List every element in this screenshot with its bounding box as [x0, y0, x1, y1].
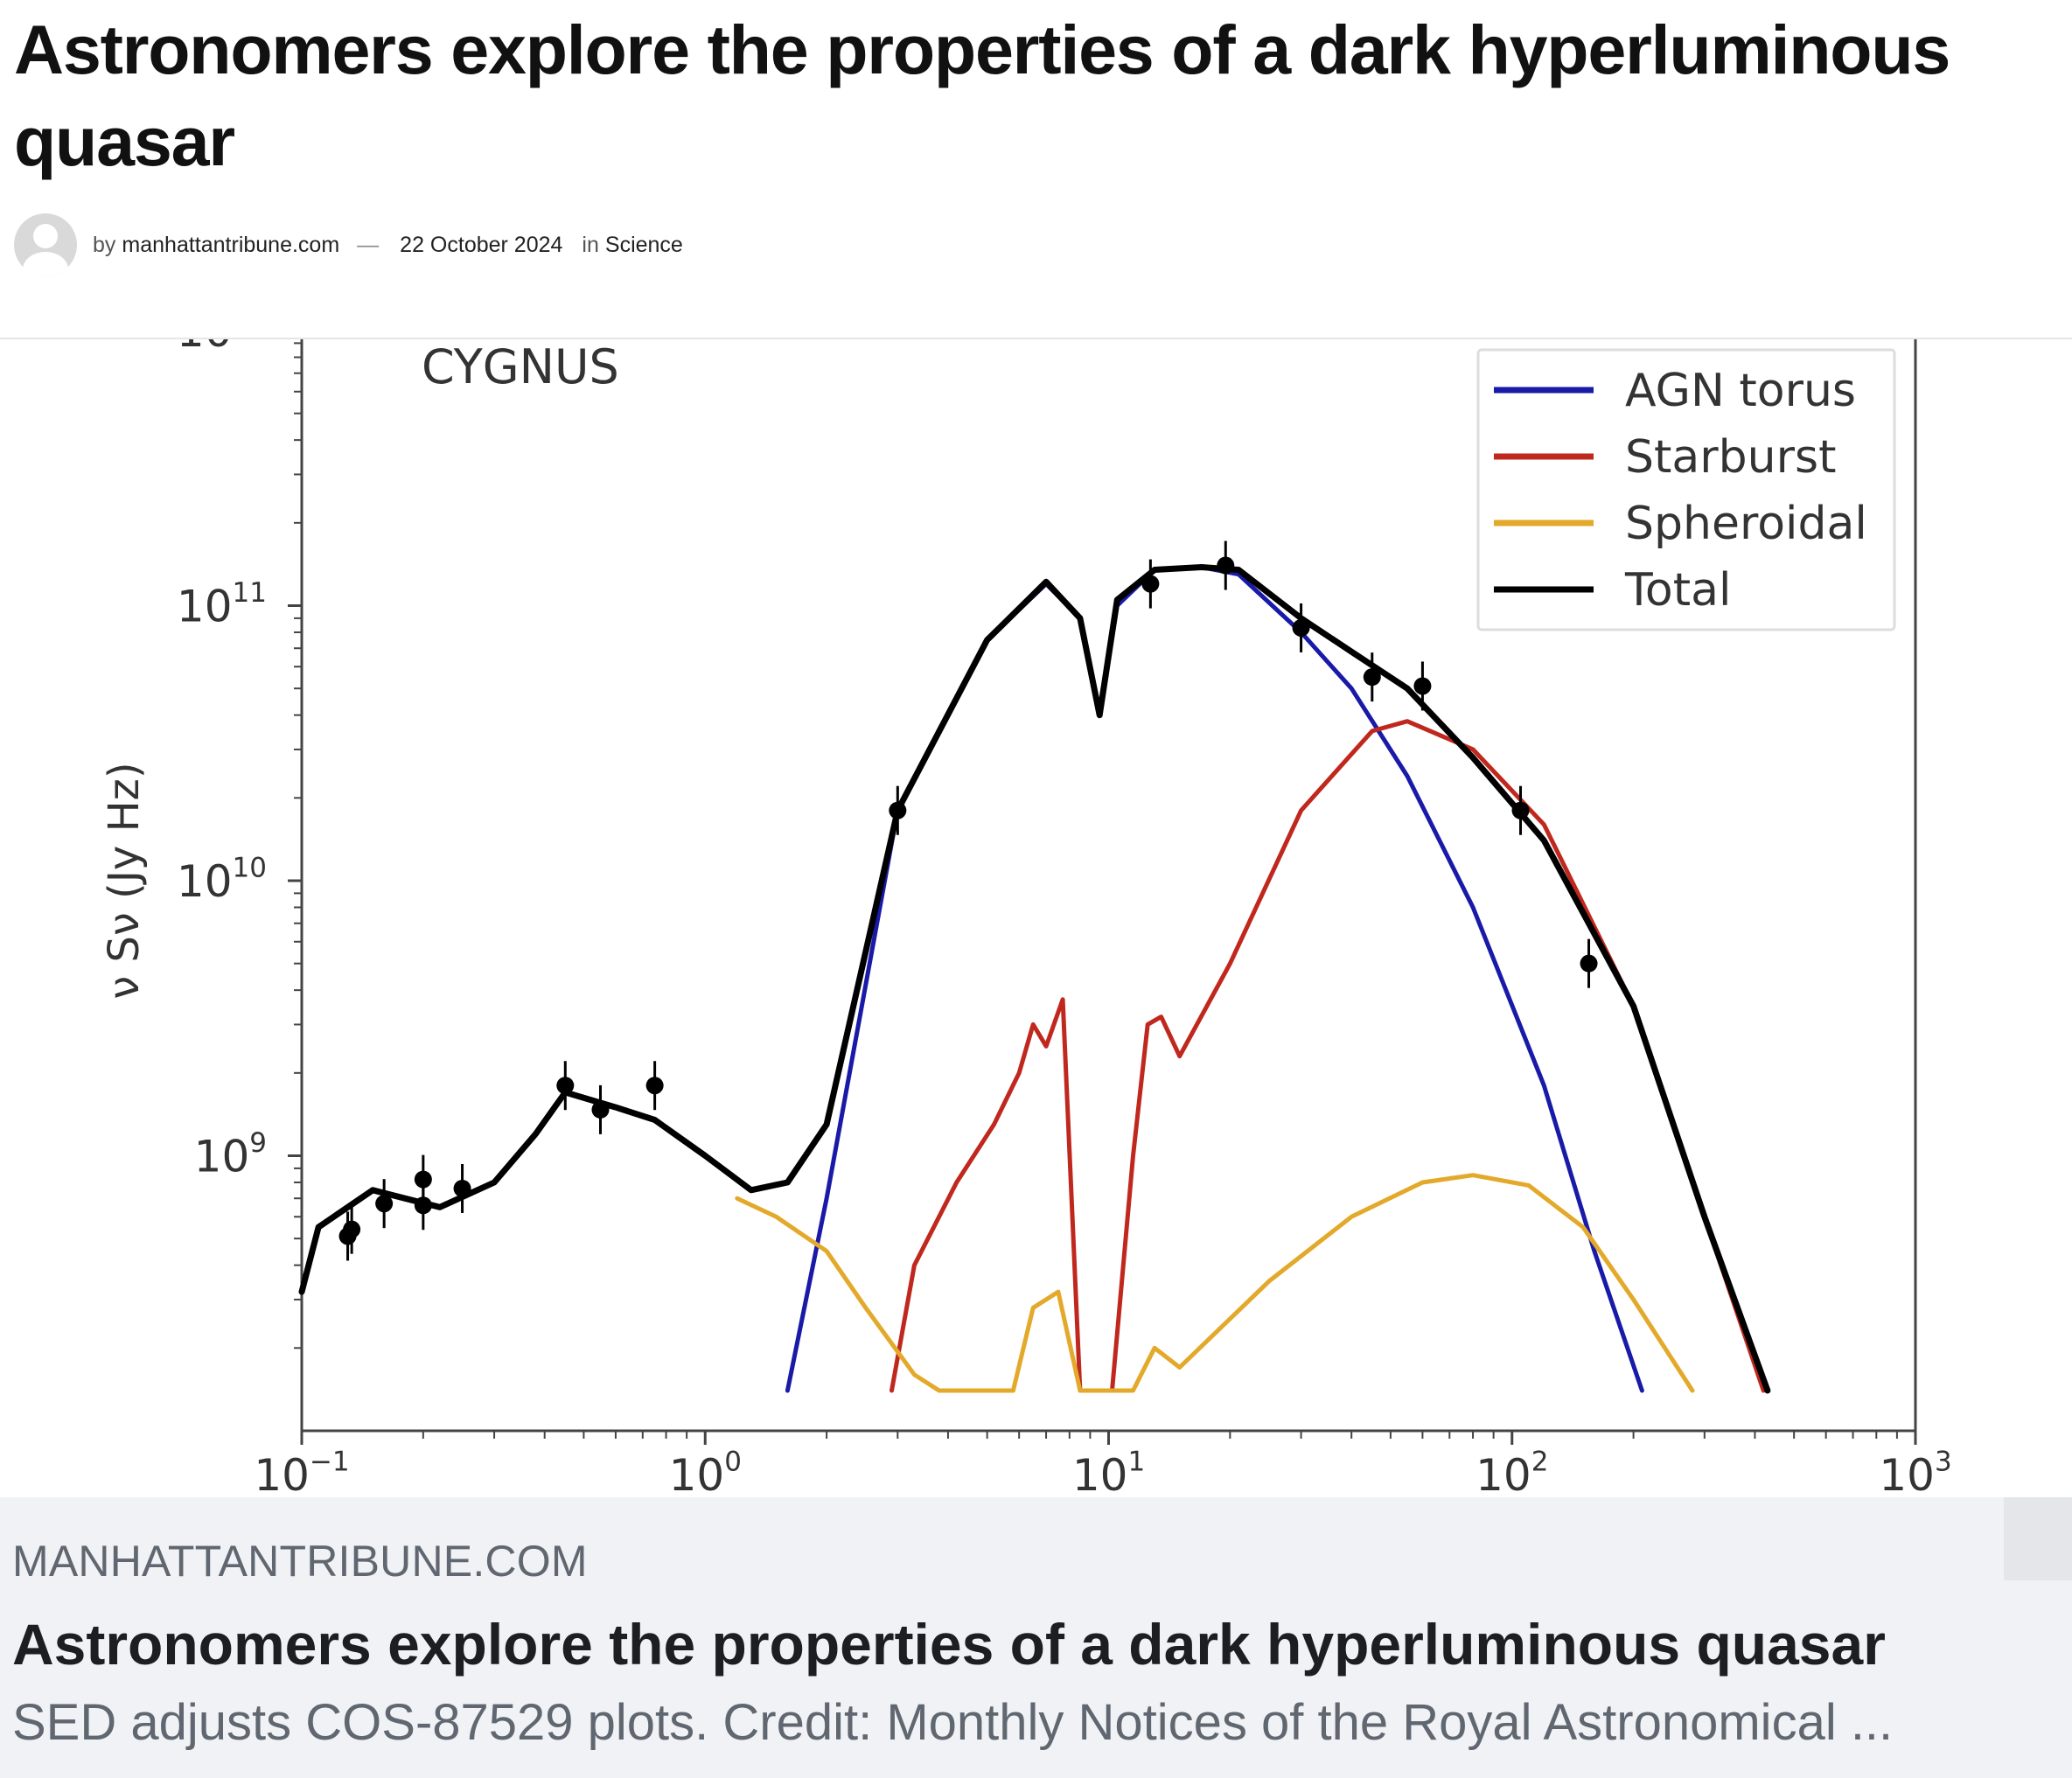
y-tick-label: 1010: [177, 853, 267, 908]
article-figure[interactable]: 10−1 100 101 102 103 1011 1010 109 1012 ν Sν (Jy …: [0, 338, 2072, 1499]
category-link[interactable]: Science: [604, 232, 683, 257]
card-corner: [2004, 1497, 2072, 1580]
y-tick-label-top: 1012: [177, 339, 267, 357]
data-point: [414, 1196, 432, 1215]
series-total: [298, 564, 1771, 1394]
data-point: [414, 1170, 432, 1189]
x-tick-label: 101: [1072, 1447, 1145, 1500]
series-spheroidal: [735, 1173, 1695, 1393]
link-description: SED adjusts COS-87529 plots. Credit: Mon…: [12, 1694, 1894, 1751]
author-avatar[interactable]: [14, 213, 77, 276]
data-point: [453, 1179, 471, 1197]
data-point: [556, 1077, 575, 1095]
legend-label: AGN torus: [1625, 365, 1856, 417]
data-point: [1217, 556, 1235, 575]
legend-label: Starburst: [1625, 431, 1836, 484]
in-label: in: [582, 232, 599, 257]
data-point: [343, 1220, 361, 1238]
series-starburst: [889, 719, 1766, 1393]
y-axis-label: ν Sν (Jy Hz): [100, 762, 149, 999]
data-point: [1363, 668, 1381, 687]
publish-date[interactable]: 22 October 2024: [400, 232, 563, 257]
x-tick-label: 10−1: [254, 1447, 349, 1500]
meta-separator: —: [357, 232, 380, 257]
data-point: [645, 1077, 664, 1095]
link-preview-card[interactable]: MANHATTANTRIBUNE.COM Astronomers explore…: [0, 1497, 2072, 1778]
data-point: [889, 801, 907, 819]
panel-label: CYGNUS: [422, 339, 619, 394]
article-meta: by manhattantribune.com — 22 October 202…: [14, 213, 683, 276]
link-title[interactable]: Astronomers explore the properties of a …: [12, 1612, 1886, 1677]
by-label: by: [93, 232, 116, 257]
data-point: [1413, 677, 1432, 695]
data-point: [1141, 575, 1160, 593]
legend-box: [1476, 348, 1896, 631]
legend-label: Spheroidal: [1625, 498, 1867, 550]
data-point: [591, 1100, 610, 1119]
data-point: [1292, 618, 1310, 637]
x-tick-label: 100: [669, 1447, 742, 1500]
sed-chart: 10−1 100 101 102 103 1011 1010 109 1012 ν Sν (Jy …: [100, 339, 1952, 1500]
data-point: [375, 1195, 394, 1213]
y-tick-label: 109: [194, 1127, 267, 1182]
x-tick-label: 102: [1476, 1447, 1548, 1500]
author-link[interactable]: manhattantribune.com: [122, 232, 340, 257]
y-tick-label: 1011: [177, 577, 267, 632]
legend-label: Total: [1624, 564, 1731, 617]
data-point: [1511, 801, 1530, 819]
link-domain: MANHATTANTRIBUNE.COM: [12, 1537, 588, 1586]
article-title[interactable]: Astronomers explore the properties of a …: [14, 10, 1950, 180]
x-tick-label: 103: [1879, 1447, 1951, 1500]
data-point: [1580, 954, 1598, 973]
